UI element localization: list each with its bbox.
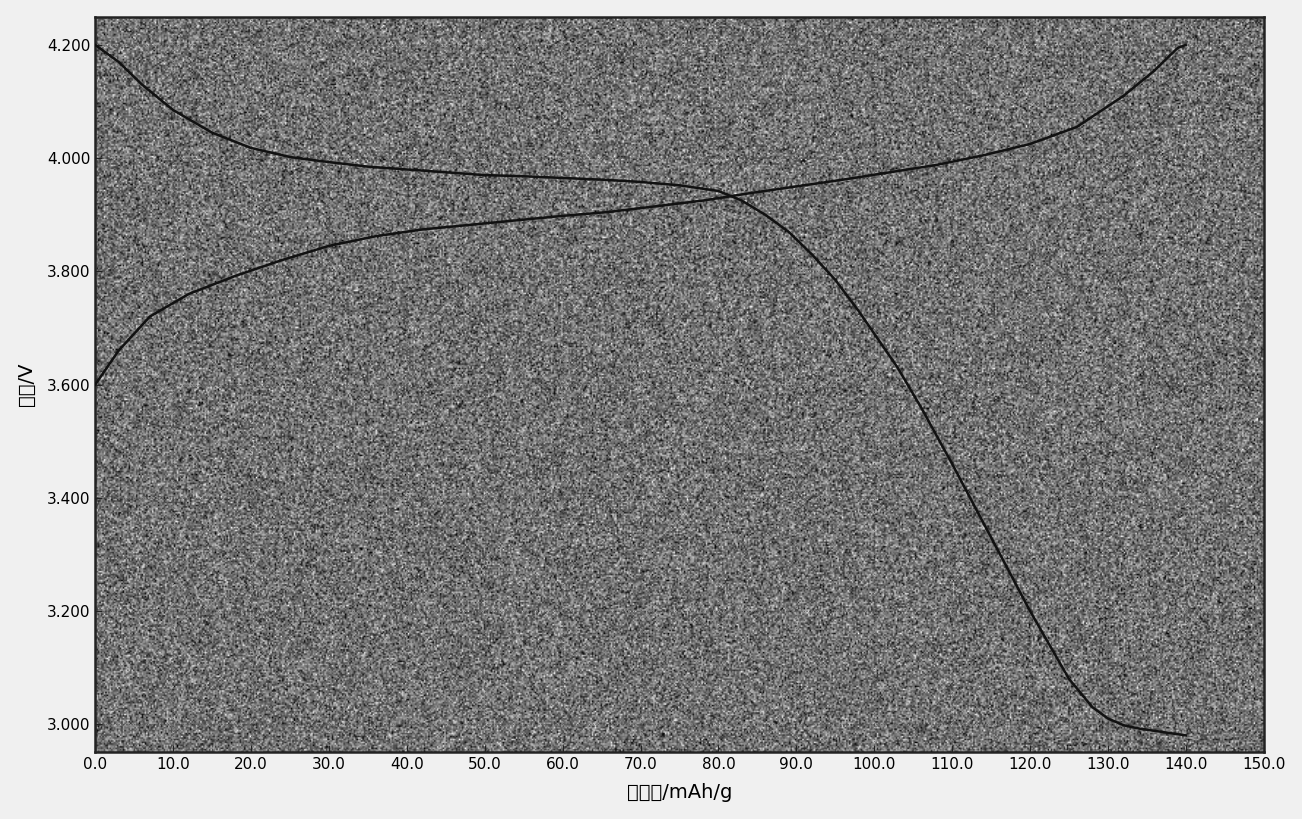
X-axis label: 比容量/mAh/g: 比容量/mAh/g [626,783,732,803]
Y-axis label: 电压/V: 电压/V [17,363,35,406]
